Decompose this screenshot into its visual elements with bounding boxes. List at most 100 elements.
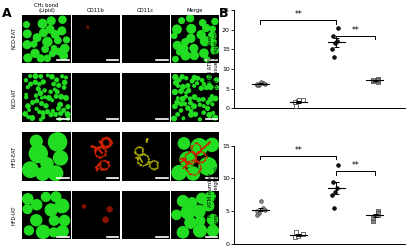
Circle shape bbox=[87, 26, 88, 27]
Circle shape bbox=[180, 96, 185, 101]
Circle shape bbox=[65, 112, 70, 117]
Circle shape bbox=[29, 74, 32, 78]
Circle shape bbox=[196, 82, 199, 85]
Circle shape bbox=[179, 102, 184, 106]
Circle shape bbox=[58, 111, 63, 116]
Circle shape bbox=[49, 216, 59, 225]
Circle shape bbox=[24, 226, 34, 235]
Circle shape bbox=[38, 91, 43, 96]
Circle shape bbox=[63, 37, 70, 43]
Point bbox=[331, 41, 338, 45]
Circle shape bbox=[204, 85, 209, 90]
Circle shape bbox=[188, 97, 192, 101]
Circle shape bbox=[43, 37, 52, 47]
Circle shape bbox=[207, 112, 212, 118]
Circle shape bbox=[206, 192, 216, 201]
Circle shape bbox=[177, 227, 189, 238]
Point bbox=[375, 213, 382, 217]
Circle shape bbox=[55, 90, 59, 94]
Circle shape bbox=[23, 22, 29, 28]
Circle shape bbox=[35, 107, 38, 111]
Circle shape bbox=[56, 106, 61, 111]
Point bbox=[334, 163, 341, 167]
Circle shape bbox=[61, 75, 64, 78]
Circle shape bbox=[213, 115, 218, 120]
Polygon shape bbox=[98, 160, 111, 172]
Circle shape bbox=[173, 74, 178, 80]
Circle shape bbox=[181, 51, 190, 60]
Point bbox=[295, 99, 301, 103]
Circle shape bbox=[201, 97, 205, 101]
Point bbox=[261, 82, 268, 86]
Circle shape bbox=[199, 86, 204, 90]
Text: A: A bbox=[2, 7, 12, 20]
Circle shape bbox=[196, 216, 205, 226]
Polygon shape bbox=[184, 151, 198, 165]
Circle shape bbox=[38, 19, 47, 28]
Y-axis label: Total ATM number
per tissue weight (g): Total ATM number per tissue weight (g) bbox=[208, 31, 219, 88]
Circle shape bbox=[207, 214, 218, 225]
Circle shape bbox=[36, 168, 49, 180]
Point bbox=[254, 83, 261, 87]
Circle shape bbox=[31, 41, 37, 47]
Text: **: ** bbox=[352, 161, 360, 170]
Circle shape bbox=[209, 32, 216, 40]
Circle shape bbox=[51, 45, 57, 51]
Circle shape bbox=[196, 76, 200, 80]
Point bbox=[299, 232, 306, 236]
Circle shape bbox=[213, 96, 218, 101]
Circle shape bbox=[54, 112, 58, 117]
Circle shape bbox=[200, 36, 210, 46]
Circle shape bbox=[46, 25, 54, 33]
Circle shape bbox=[193, 224, 207, 237]
Circle shape bbox=[210, 95, 213, 98]
Circle shape bbox=[173, 25, 181, 34]
Point bbox=[374, 211, 381, 215]
Circle shape bbox=[26, 85, 29, 89]
Point bbox=[256, 211, 263, 215]
Circle shape bbox=[39, 101, 44, 106]
Circle shape bbox=[197, 98, 201, 102]
Circle shape bbox=[185, 217, 196, 228]
Circle shape bbox=[22, 111, 28, 116]
Point bbox=[370, 216, 376, 220]
Circle shape bbox=[210, 26, 216, 32]
Circle shape bbox=[207, 81, 211, 85]
Circle shape bbox=[171, 33, 177, 39]
Polygon shape bbox=[100, 136, 112, 149]
Text: B: B bbox=[219, 7, 228, 20]
Point bbox=[330, 180, 336, 184]
Circle shape bbox=[173, 41, 182, 50]
Circle shape bbox=[180, 45, 188, 52]
Circle shape bbox=[52, 82, 56, 86]
Circle shape bbox=[33, 73, 38, 79]
Circle shape bbox=[31, 200, 42, 210]
Circle shape bbox=[171, 116, 177, 121]
Circle shape bbox=[173, 56, 178, 62]
Circle shape bbox=[178, 195, 189, 207]
Circle shape bbox=[189, 109, 193, 113]
Circle shape bbox=[197, 30, 205, 39]
Circle shape bbox=[36, 87, 40, 91]
Circle shape bbox=[31, 215, 42, 226]
Point bbox=[370, 79, 376, 83]
Circle shape bbox=[205, 138, 219, 152]
Circle shape bbox=[172, 166, 187, 180]
Polygon shape bbox=[136, 153, 151, 167]
Circle shape bbox=[199, 20, 206, 26]
Circle shape bbox=[41, 192, 50, 201]
Title: CH₂ bond
(Lipid): CH₂ bond (Lipid) bbox=[34, 3, 59, 13]
Circle shape bbox=[62, 85, 66, 89]
Circle shape bbox=[180, 75, 184, 79]
Circle shape bbox=[57, 226, 68, 237]
Circle shape bbox=[88, 27, 89, 29]
Circle shape bbox=[186, 167, 200, 180]
Circle shape bbox=[214, 78, 219, 82]
Circle shape bbox=[33, 34, 41, 42]
Circle shape bbox=[49, 50, 56, 57]
Circle shape bbox=[191, 104, 196, 109]
Circle shape bbox=[31, 49, 39, 58]
Circle shape bbox=[208, 85, 213, 90]
Point bbox=[258, 80, 265, 84]
Circle shape bbox=[53, 88, 56, 91]
